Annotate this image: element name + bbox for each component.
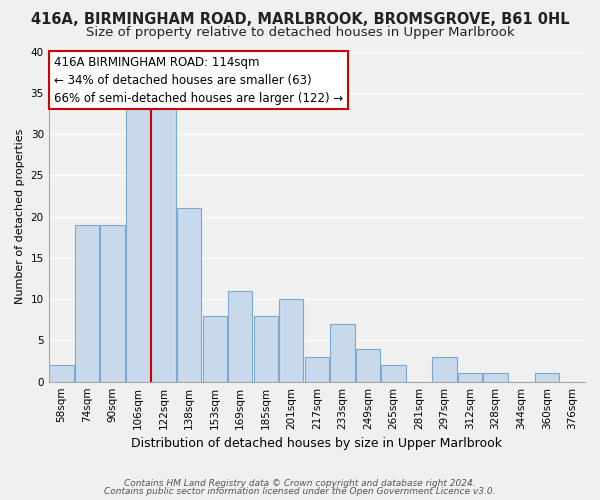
Text: 416A, BIRMINGHAM ROAD, MARLBROOK, BROMSGROVE, B61 0HL: 416A, BIRMINGHAM ROAD, MARLBROOK, BROMSG… — [31, 12, 569, 28]
Bar — [203, 316, 227, 382]
Bar — [75, 225, 99, 382]
Bar — [254, 316, 278, 382]
X-axis label: Distribution of detached houses by size in Upper Marlbrook: Distribution of detached houses by size … — [131, 437, 502, 450]
Text: Size of property relative to detached houses in Upper Marlbrook: Size of property relative to detached ho… — [86, 26, 514, 39]
Y-axis label: Number of detached properties: Number of detached properties — [15, 129, 25, 304]
Bar — [228, 291, 253, 382]
Bar — [484, 374, 508, 382]
Bar — [356, 348, 380, 382]
Bar — [433, 357, 457, 382]
Bar — [279, 299, 304, 382]
Text: Contains HM Land Registry data © Crown copyright and database right 2024.: Contains HM Land Registry data © Crown c… — [124, 478, 476, 488]
Bar — [305, 357, 329, 382]
Bar — [100, 225, 125, 382]
Bar — [177, 208, 201, 382]
Bar — [49, 365, 74, 382]
Text: Contains public sector information licensed under the Open Government Licence v3: Contains public sector information licen… — [104, 487, 496, 496]
Bar — [458, 374, 482, 382]
Bar — [151, 110, 176, 382]
Bar — [535, 374, 559, 382]
Bar — [126, 110, 150, 382]
Text: 416A BIRMINGHAM ROAD: 114sqm
← 34% of detached houses are smaller (63)
66% of se: 416A BIRMINGHAM ROAD: 114sqm ← 34% of de… — [54, 56, 343, 104]
Bar — [330, 324, 355, 382]
Bar — [382, 365, 406, 382]
